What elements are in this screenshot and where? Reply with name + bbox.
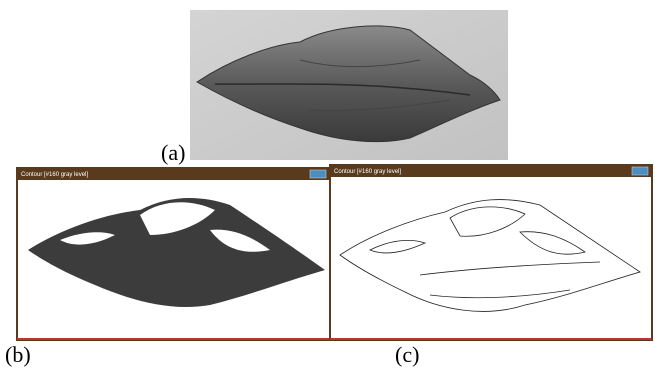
panel-label: (a) [161, 140, 185, 165]
window: Contour [#160 gray level] [17, 168, 330, 340]
window-title: Contour [#160 gray level] [334, 169, 401, 175]
window-button[interactable] [310, 170, 326, 178]
window-button[interactable] [632, 167, 648, 175]
panel-label: (c) [395, 342, 419, 367]
figure: (a) Contour [#160 gray level] (b) Contou… [0, 0, 655, 370]
photo-panel [190, 10, 508, 160]
window-title: Contour [#160 gray level] [21, 172, 88, 178]
panel-label: (b) [5, 342, 31, 367]
window: Contour [#160 gray level] [330, 165, 652, 340]
